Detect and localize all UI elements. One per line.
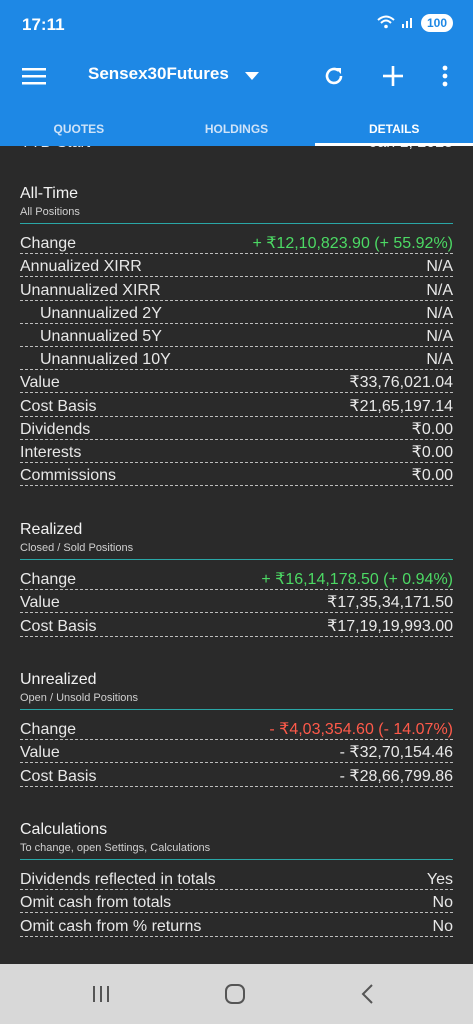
status-bar: 17:11 100 — [0, 0, 473, 48]
row-label: Unannualized XIRR — [20, 281, 161, 299]
row-label: Annualized XIRR — [20, 258, 142, 276]
row-label: Omit cash from % returns — [20, 917, 202, 935]
row-omit-cash-totals: Omit cash from totals No — [20, 890, 453, 914]
row-label: Value — [20, 374, 60, 392]
row-label: Value — [20, 594, 60, 612]
row-value: - ₹28,66,799.86 — [339, 767, 453, 785]
row-unannualized-5y: Unannualized 5Y N/A — [20, 324, 453, 347]
status-icons: 100 — [377, 14, 453, 32]
row-change: Change + ₹16,14,178.50 (+ 0.94%) — [20, 567, 453, 591]
refresh-icon[interactable] — [316, 58, 352, 94]
row-value: Value - ₹32,70,154.46 — [20, 740, 453, 764]
row-unannualized-10y: Unannualized 10Y N/A — [20, 347, 453, 371]
row-label: Unannualized 2Y — [40, 304, 162, 322]
section-subtitle: Open / Unsold Positions — [20, 692, 453, 710]
row-value: N/A — [426, 304, 453, 322]
details-content[interactable]: YTD Start Jan 1, 2025 All-Time All Posit… — [0, 146, 473, 964]
row-omit-cash-returns: Omit cash from % returns No — [20, 913, 453, 937]
signal-icon — [401, 15, 415, 32]
section-subtitle: To change, open Settings, Calculations — [20, 842, 453, 860]
menu-icon[interactable] — [16, 58, 52, 94]
tab-details[interactable]: DETAILS — [315, 104, 473, 146]
row-value: Value ₹17,35,34,171.50 — [20, 590, 453, 614]
row-value: Value ₹33,76,021.04 — [20, 370, 453, 394]
row-value: N/A — [426, 327, 453, 345]
back-icon[interactable] — [352, 982, 382, 1006]
row-label: Cost Basis — [20, 397, 97, 415]
row-value: + ₹12,10,823.90 (+ 55.92%) — [252, 235, 453, 253]
wifi-icon — [377, 15, 395, 32]
row-value: Jan 1, 2025 — [369, 146, 453, 154]
row-label: Change — [20, 571, 77, 589]
row-dividends: Dividends ₹0.00 — [20, 417, 453, 440]
ytd-start-row: YTD Start Jan 1, 2025 — [20, 146, 453, 154]
row-change: Change + ₹12,10,823.90 (+ 55.92%) — [20, 231, 453, 255]
row-label: Cost Basis — [20, 617, 97, 635]
row-label: Omit cash from totals — [20, 894, 172, 912]
section-subtitle: All Positions — [20, 206, 453, 224]
row-value: No — [432, 917, 453, 935]
tab-bar: QUOTES HOLDINGS DETAILS — [0, 104, 473, 146]
add-icon[interactable] — [375, 58, 411, 94]
row-value: Yes — [426, 871, 453, 889]
row-value: N/A — [426, 258, 453, 276]
row-value: ₹0.00 — [411, 443, 453, 461]
row-annualized-xirr: Annualized XIRR N/A — [20, 254, 453, 278]
row-value: No — [432, 894, 453, 912]
row-label: Unannualized 5Y — [40, 327, 162, 345]
section-realized: Realized Closed / Sold Positions Change +… — [20, 521, 453, 637]
section-subtitle: Closed / Sold Positions — [20, 542, 453, 560]
section-title: Calculations — [20, 821, 108, 838]
row-value: ₹21,65,197.14 — [349, 397, 453, 415]
section-calculations: Calculations To change, open Settings, C… — [20, 821, 453, 937]
row-unannualized-xirr: Unannualized XIRR N/A — [20, 277, 453, 301]
home-icon[interactable] — [220, 982, 250, 1006]
row-label: Change — [20, 235, 77, 253]
row-change: Change - ₹4,03,354.60 (- 14.07%) — [20, 717, 453, 741]
dropdown-arrow-icon[interactable] — [234, 58, 270, 94]
row-cost-basis: Cost Basis - ₹28,66,799.86 — [20, 763, 453, 787]
row-value: - ₹32,70,154.46 — [339, 744, 453, 762]
row-value: N/A — [426, 351, 453, 369]
section-all-time: All-Time All Positions Change + ₹12,10,82… — [20, 185, 453, 487]
row-dividends-reflected: Dividends reflected in totals Yes — [20, 867, 453, 891]
row-label: Value — [20, 744, 60, 762]
row-commissions: Commissions ₹0.00 — [20, 463, 453, 487]
row-cost-basis: Cost Basis ₹21,65,197.14 — [20, 393, 453, 417]
row-value: ₹0.00 — [411, 467, 453, 485]
row-value: - ₹4,03,354.60 (- 14.07%) — [269, 721, 453, 739]
row-value: + ₹16,14,178.50 (+ 0.94%) — [261, 571, 453, 589]
row-label: Dividends reflected in totals — [20, 871, 216, 889]
status-time: 17:11 — [22, 15, 65, 34]
row-interests: Interests ₹0.00 — [20, 440, 453, 463]
section-title: Realized — [20, 521, 83, 538]
app-bar: Sensex30Futures — [0, 48, 473, 104]
row-label: YTD Start — [20, 146, 90, 154]
system-nav-bar — [0, 964, 473, 1024]
row-label: Cost Basis — [20, 767, 97, 785]
row-value: ₹33,76,021.04 — [349, 374, 453, 392]
more-options-icon[interactable] — [427, 58, 463, 94]
portfolio-title[interactable]: Sensex30Futures — [88, 64, 229, 83]
row-label: Interests — [20, 443, 82, 461]
row-unannualized-2y: Unannualized 2Y N/A — [20, 301, 453, 324]
row-label: Change — [20, 721, 77, 739]
recent-apps-icon[interactable] — [86, 982, 116, 1006]
row-label: Commissions — [20, 467, 117, 485]
tab-quotes[interactable]: QUOTES — [53, 122, 105, 136]
row-value: ₹0.00 — [411, 420, 453, 438]
battery-indicator: 100 — [420, 14, 453, 32]
row-label: Dividends — [20, 420, 91, 438]
row-value: ₹17,19,19,993.00 — [327, 617, 453, 635]
section-title: All-Time — [20, 185, 79, 202]
section-unrealized: Unrealized Open / Unsold Positions Chang… — [20, 671, 453, 787]
row-cost-basis: Cost Basis ₹17,19,19,993.00 — [20, 613, 453, 637]
row-label: Unannualized 10Y — [40, 351, 171, 369]
section-title: Unrealized — [20, 671, 97, 688]
row-value: ₹17,35,34,171.50 — [327, 594, 453, 612]
row-value: N/A — [426, 281, 453, 299]
tab-holdings[interactable]: HOLDINGS — [204, 122, 269, 136]
